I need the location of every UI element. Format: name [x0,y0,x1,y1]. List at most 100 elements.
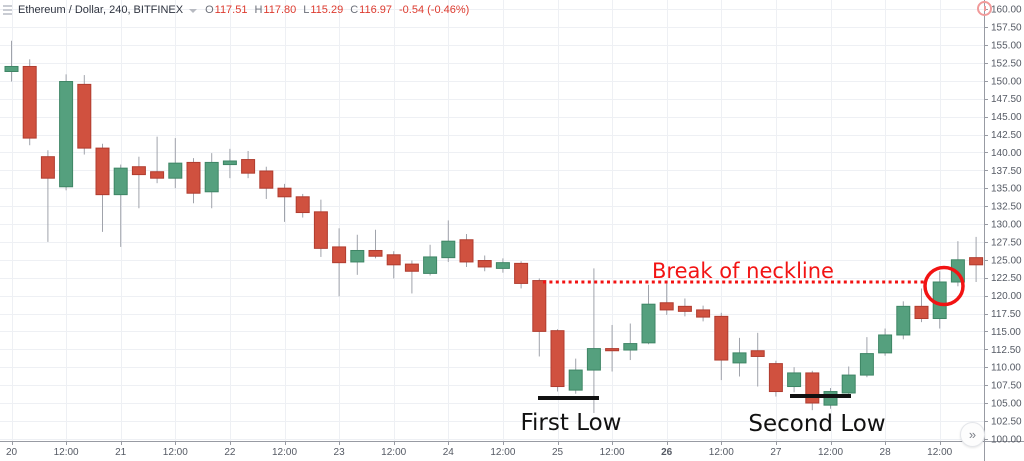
alert-icon[interactable] [977,1,992,16]
candle-body [659,302,674,311]
candle[interactable] [841,366,856,398]
candle[interactable] [441,220,456,262]
candle[interactable] [295,193,310,218]
candle[interactable] [222,148,237,179]
time-tick-label: 12:00 [54,447,79,458]
low-marker-label[interactable]: First Low [520,410,621,436]
candle-body [386,254,401,266]
candle[interactable] [659,282,674,315]
candle[interactable] [568,358,583,394]
candle-body [459,239,474,263]
candle[interactable] [150,136,165,184]
candle[interactable] [332,228,347,297]
price-axis-labels: 160.00 157.50 155.00 152.50 150.00 147.50 145.… [984,5,1022,445]
candle[interactable] [386,251,401,279]
candle[interactable] [368,229,383,259]
candle[interactable] [131,156,146,209]
candle[interactable] [204,153,219,209]
candle[interactable] [514,261,529,289]
time-tick-label: 12:00 [272,447,297,458]
candle[interactable] [59,74,74,191]
price-axis[interactable] [984,0,1024,461]
candle-body [914,305,929,320]
candle[interactable] [787,367,802,393]
price-tick-label: 112.50 [991,345,1021,356]
candle[interactable] [77,75,92,155]
candle[interactable] [532,278,547,357]
candle[interactable] [969,236,984,282]
candle[interactable] [477,255,492,272]
candle[interactable] [605,324,620,372]
candle[interactable] [259,166,274,199]
candle-body [95,147,110,196]
candle[interactable] [313,199,328,257]
price-tick-label: 117.50 [991,309,1021,320]
candle[interactable] [168,138,183,189]
candle[interactable] [878,328,893,356]
candle[interactable] [714,312,729,381]
time-tick-label: 27 [770,447,782,458]
candle-body [332,246,347,264]
open-value: 117.51 [214,4,248,16]
candle[interactable] [696,305,711,322]
candle[interactable] [113,164,128,247]
scroll-to-latest-button[interactable]: » [960,422,985,447]
change-value: -0.54 (-0.46%) [398,4,470,16]
high-label: H [254,4,263,16]
candle-body [677,305,692,312]
candle[interactable] [550,329,565,392]
chevron-down-icon[interactable] [189,9,198,13]
candle-body [277,187,292,198]
low-label: L [303,4,310,16]
candle[interactable] [805,370,820,411]
candle[interactable] [732,337,747,377]
candle[interactable] [750,332,765,387]
time-axis[interactable] [0,441,984,461]
candle-body [878,334,893,354]
low-marker-label[interactable]: Second Low [748,411,885,437]
candle-body [186,161,201,194]
candle[interactable] [932,271,947,329]
annotations-layer[interactable]: Break of neckline First Low Second Low [520,259,965,437]
candle-body [204,161,219,193]
time-tick-label: 22 [224,447,236,458]
candle[interactable] [186,158,201,204]
candle[interactable] [823,387,838,409]
candle-body [77,83,92,149]
candle[interactable] [350,234,365,275]
candle[interactable] [586,268,601,414]
candle[interactable] [495,258,510,273]
candle[interactable] [277,183,292,222]
candle[interactable] [677,298,692,317]
candle-body [969,257,984,266]
price-tick-label: 115.00 [991,327,1021,338]
time-tick-label: 24 [443,447,455,458]
candle[interactable] [241,150,256,179]
candle[interactable] [641,284,656,345]
candle-body [841,374,856,394]
candle[interactable] [423,244,438,276]
candle[interactable] [859,337,874,378]
candle-body [22,65,37,139]
candle[interactable] [95,143,110,232]
candle[interactable] [768,360,783,397]
candle[interactable] [22,59,37,146]
candle[interactable] [459,234,474,267]
candle[interactable] [404,260,419,294]
candle-body [168,162,183,179]
price-tick-label: 150.00 [991,76,1022,87]
candles-layer[interactable] [4,40,984,414]
candle-body [150,171,165,179]
candle[interactable] [896,301,911,340]
hamburger-icon[interactable] [3,5,12,15]
candle-body [514,262,529,284]
symbol-title[interactable]: Ethereum / Dollar, 240, BITFINEX [18,4,184,16]
breakout-circle[interactable] [923,265,965,307]
candle[interactable] [623,323,638,361]
candle[interactable] [914,288,929,323]
break-of-neckline-label[interactable]: Break of neckline [652,259,834,283]
candle[interactable] [4,40,19,82]
candle[interactable] [40,150,55,242]
